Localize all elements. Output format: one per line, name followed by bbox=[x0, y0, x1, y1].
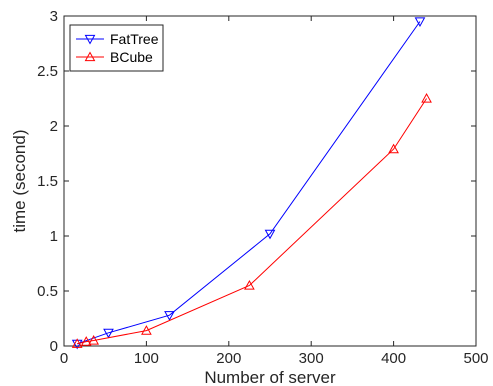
data-point-marker bbox=[244, 279, 255, 290]
legend-item-fattree: FatTree bbox=[76, 31, 159, 47]
y-tick-label: 3 bbox=[50, 8, 58, 25]
y-tick-label: 2 bbox=[50, 118, 58, 135]
series-fattree bbox=[71, 17, 426, 350]
y-tick-label: 0 bbox=[50, 338, 58, 355]
axes bbox=[63, 15, 477, 347]
data-point-marker bbox=[84, 51, 96, 62]
x-tick-label: 400 bbox=[381, 350, 406, 367]
y-tick-label: 1.5 bbox=[37, 173, 58, 190]
data-point-marker bbox=[141, 325, 152, 335]
x-tick-label: 100 bbox=[134, 350, 159, 367]
data-point-marker bbox=[88, 334, 100, 345]
data-point-marker bbox=[264, 229, 276, 240]
tick-labels: 0 100 200 300 400 500 0 0.5 1 1.5 2 2.5 3 bbox=[37, 8, 488, 367]
series-line bbox=[77, 21, 421, 345]
legend-label: BCube bbox=[110, 49, 153, 65]
x-tick-label: 300 bbox=[299, 350, 324, 367]
legend-label: FatTree bbox=[110, 31, 159, 47]
series-lines bbox=[71, 17, 432, 350]
series-line bbox=[77, 98, 427, 345]
x-tick-label: 200 bbox=[216, 350, 241, 367]
y-tick-label: 1 bbox=[50, 228, 58, 245]
data-point-marker bbox=[421, 92, 432, 103]
y-axis-label: time (second) bbox=[10, 130, 29, 233]
data-point-marker bbox=[71, 338, 83, 348]
data-point-marker bbox=[84, 34, 96, 45]
legend-item-bcube: BCube bbox=[76, 49, 153, 65]
series-bcube bbox=[71, 92, 432, 348]
data-point-marker bbox=[414, 17, 426, 28]
x-axis-label: Number of server bbox=[204, 368, 336, 386]
data-point-marker bbox=[80, 336, 92, 346]
y-tick-label: 2.5 bbox=[37, 63, 58, 80]
x-tick-label: 500 bbox=[463, 350, 488, 367]
data-point-marker bbox=[103, 328, 114, 339]
y-tick-label: 0.5 bbox=[37, 283, 58, 300]
legend-box bbox=[69, 24, 164, 72]
x-tick-label: 0 bbox=[60, 350, 68, 367]
data-point-marker bbox=[388, 143, 399, 154]
legend: FatTree BCube bbox=[69, 24, 164, 72]
data-point-marker bbox=[164, 311, 175, 321]
